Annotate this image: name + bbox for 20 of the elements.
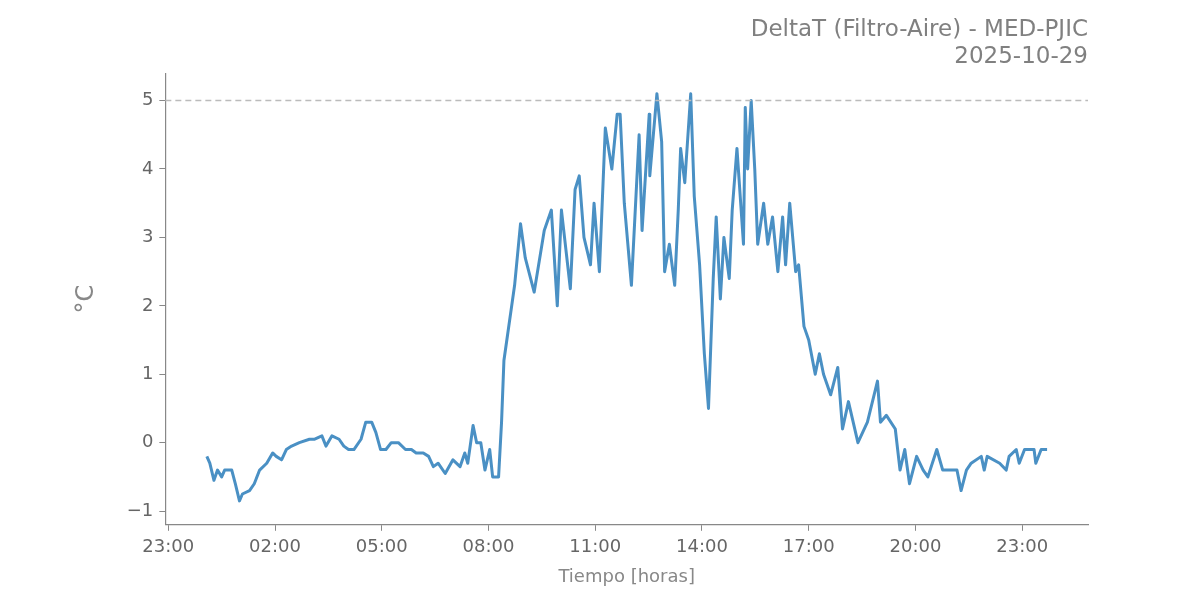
x-tick-label: 23:00: [142, 535, 195, 557]
x-tick-label: 05:00: [355, 535, 408, 557]
x-axis-title: Tiempo [horas]: [557, 564, 695, 586]
y-axis-title: °C: [70, 284, 99, 314]
chart-subtitle: 2025-10-29: [954, 42, 1088, 69]
x-tick-label: 23:00: [996, 535, 1049, 557]
y-tick-label: 3: [141, 225, 154, 247]
x-tick-label: 20:00: [889, 535, 942, 557]
x-tick-label: 02:00: [249, 535, 301, 557]
x-tick-label: 11:00: [569, 535, 622, 557]
y-tick-label: 5: [141, 88, 154, 110]
chart-title: DeltaT (Filtro-Aire) - MED-PJIC: [750, 14, 1088, 41]
y-tick-label: 2: [141, 293, 154, 315]
y-tick-label: 0: [141, 430, 154, 452]
x-tick-label: 17:00: [782, 535, 835, 557]
x-tick-label: 14:00: [676, 535, 728, 557]
y-tick-label: 4: [141, 156, 154, 178]
x-tick-label: 08:00: [462, 535, 515, 557]
y-tick-label: 1: [141, 361, 154, 383]
y-tick-label: −1: [126, 498, 154, 520]
